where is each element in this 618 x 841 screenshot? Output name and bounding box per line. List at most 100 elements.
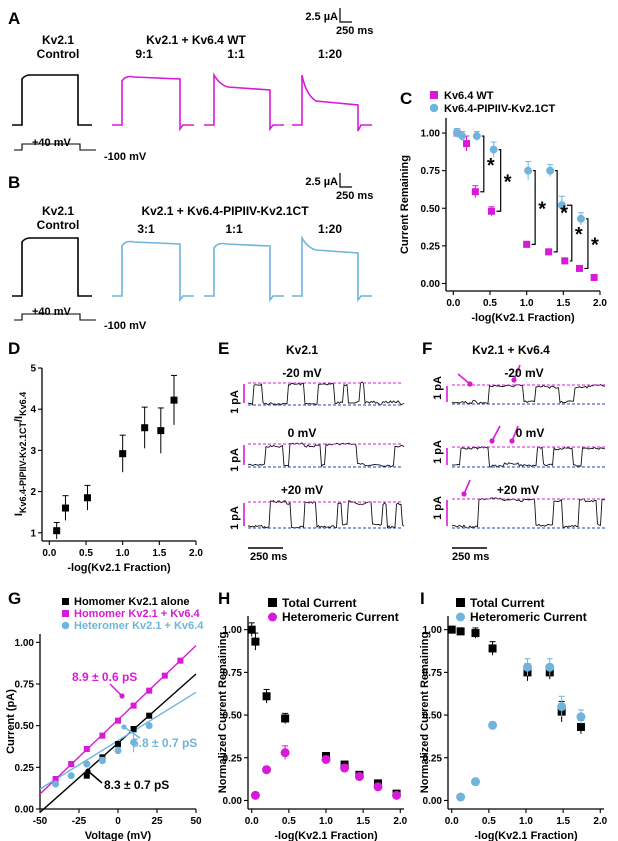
panel-e-scale-current-3: 1 pA — [229, 506, 241, 530]
arrow-head-f-1 — [511, 377, 517, 383]
chart-i-x-tick-label-1: 0.5 — [482, 816, 496, 827]
chart-i-y-tick-label-0: 0.00 — [423, 796, 443, 807]
chart-i-legend-label-0: Total Current — [470, 596, 544, 610]
chart-c-legend-label-1: Kv6.4-PIPIIV-Kv2.1CT — [444, 103, 556, 115]
scale-bar-a — [339, 8, 352, 23]
chart-h-legend-marker-1 — [268, 612, 277, 622]
panel-a-ratio-1: 9:1 — [135, 47, 153, 61]
scale-bar-b — [339, 173, 352, 188]
chart-d-ylabel-part-1: Kv6.4-PIPIIV-Kv2.1CT — [18, 422, 28, 514]
chart-g-x-tick-label-1: -25 — [72, 816, 87, 827]
chart-i-y-tick-label-2: 0.50 — [423, 711, 443, 722]
chart-h-point-1-1 — [262, 765, 272, 775]
chart-c-xlabel: -log(Kv2.1 Fraction) — [471, 312, 575, 324]
chart-d-point-0-2 — [83, 494, 91, 502]
chart-d-point-0-4 — [141, 424, 149, 432]
chart-i-point-1-4 — [545, 662, 555, 672]
arrow-f-0 — [457, 373, 471, 385]
chart-g-arrow-1 — [123, 726, 141, 739]
chart-i-legend-label-1: Heteromeric Current — [470, 610, 587, 624]
chart-c-bracket-4 — [566, 204, 573, 262]
trace-b-1-1 — [204, 242, 284, 303]
chart-g-xlabel: Voltage (mV) — [85, 830, 152, 841]
chart-c-star-4: * — [575, 224, 583, 246]
chart-c-x-tick-label-4: 2.0 — [593, 298, 607, 309]
chart-d-point-0-3 — [119, 450, 127, 458]
panel-b-protocol-v2: -100 mV — [104, 320, 147, 332]
chart-h-point-0-0 — [247, 625, 256, 634]
chart-h-x-tick-label-0: 0.0 — [245, 816, 259, 827]
trace-b-control — [12, 237, 92, 297]
panel-e-title: Kv2.1 — [286, 343, 318, 357]
chart-g-arrow-head-2 — [85, 768, 91, 774]
panel-b-ratio-2: 1:1 — [225, 222, 243, 236]
chart-i-point-1-5 — [557, 702, 567, 712]
chart-g-arrow-2 — [87, 770, 103, 784]
panel-e-scale-time: 250 ms — [250, 551, 287, 563]
chart-c-bracket-2 — [531, 170, 536, 245]
chart-g-x-tick-label-3: 25 — [151, 816, 163, 827]
g-legend-label-1: Homomer Kv2.1 alone — [74, 596, 190, 608]
chart-g-point-0-4 — [146, 712, 153, 719]
chart-g-point-1-7 — [161, 672, 168, 679]
chart-c-point-1-6 — [557, 201, 566, 210]
chart-g-point-2-1 — [67, 772, 75, 780]
chart-d-y-tick-label-1: 2 — [30, 487, 36, 498]
panel-f-scale-current-3: 1 pA — [432, 496, 444, 520]
panel-a-letter: A — [8, 9, 20, 28]
chart-h-y-tick-label-2: 0.50 — [223, 711, 243, 722]
chart-c-y-tick-label-4: 1.00 — [421, 129, 441, 140]
panel-a-protocol-v2: -100 mV — [104, 151, 147, 163]
chart-i-point-1-2 — [488, 720, 498, 730]
chart-c-bracket-3 — [553, 170, 558, 253]
g-legend-label-2: Homomer Kv2.1 + Kv6.4 — [74, 608, 201, 620]
panel-i-letter: I — [420, 589, 425, 608]
g-legend-marker-1 — [62, 598, 69, 605]
arrow-head-f-2 — [489, 438, 495, 444]
chart-c-star-2: * — [538, 199, 546, 221]
chart-g-point-1-6 — [146, 687, 153, 694]
chart-c-star-5: * — [591, 235, 599, 257]
chart-d-ylabel-part-3: Kv6.4 — [18, 392, 28, 416]
panel-f-scale-time: 250 ms — [452, 551, 489, 563]
chart-g-fit-2 — [39, 691, 197, 790]
chart-c-point-0-1 — [463, 140, 471, 148]
panel-b-scale-current: 2.5 µA — [305, 176, 338, 188]
chart-h-x-tick-label-2: 1.0 — [319, 816, 333, 827]
channel-e-0 — [247, 442, 405, 468]
chart-c-point-1-3 — [489, 145, 498, 154]
protocol-b — [14, 313, 96, 321]
g-annotation-magenta: 8.9 ± 0.6 pS — [72, 670, 137, 684]
chart-c-star-3: * — [560, 202, 568, 224]
panel-f-scale-current-2: 1 pA — [432, 440, 444, 464]
chart-h-y-tick-label-1: 0.25 — [223, 753, 243, 764]
chart-i-point-0-3 — [488, 644, 497, 653]
panel-b-control-sub: Control — [37, 218, 80, 232]
chart-h-x-tick-label-1: 0.5 — [282, 816, 296, 827]
arrow-f-3 — [511, 425, 519, 442]
arrow-head-f-4 — [461, 491, 467, 497]
panel-b-ratio-3: 1:20 — [318, 222, 342, 236]
chart-g-ylabel: Current (pA) — [5, 689, 17, 754]
chart-c-x-tick-label-2: 1.0 — [520, 298, 534, 309]
channel-e-plus20 — [248, 500, 405, 529]
g-legend-marker-3 — [61, 621, 70, 630]
chart-h-x-tick-label-4: 2.0 — [393, 816, 407, 827]
arrow-f-2 — [491, 425, 501, 442]
chart-i-x-tick-label-2: 1.0 — [519, 816, 533, 827]
chart-h-point-1-6 — [373, 782, 383, 792]
chart-g-x-tick-label-0: -50 — [33, 816, 48, 827]
chart-g-x-tick-label-2: 0 — [115, 816, 121, 827]
panel-f-scale-current-1: 1 pA — [432, 376, 444, 400]
chart-i-point-1-3 — [522, 662, 532, 672]
chart-c-point-1-4 — [524, 166, 533, 175]
chart-g-point-1-4 — [115, 717, 121, 724]
chart-g-point-2-0 — [52, 780, 60, 788]
panel-e-scale-current-2: 1 pA — [229, 448, 241, 472]
trace-a-1-20 — [292, 74, 372, 132]
chart-h-y-tick-label-0: 0.00 — [223, 796, 243, 807]
chart-g-arrow-0 — [109, 683, 123, 697]
panel-f-title: Kv2.1 + Kv6.4 — [472, 343, 550, 357]
arrow-head-f-3 — [509, 438, 515, 444]
